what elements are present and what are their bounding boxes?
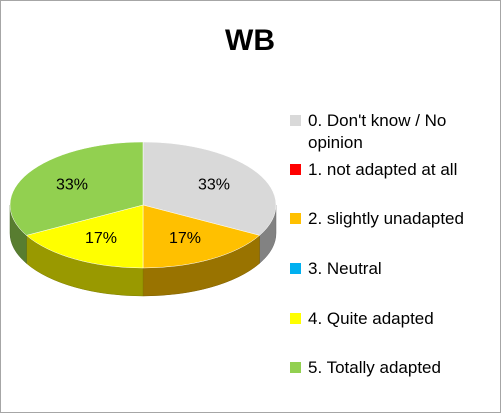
legend-swatch xyxy=(290,362,301,373)
data-label: 33% xyxy=(198,176,230,193)
pie-slice xyxy=(142,204,261,269)
legend-entry: 4. Quite adapted xyxy=(290,308,493,330)
legend-entry: 0. Don't know / No opinion xyxy=(290,110,493,154)
pie-slice xyxy=(142,141,277,236)
pie-slice xyxy=(25,204,144,269)
legend-swatch xyxy=(290,164,301,175)
chart-title: WB xyxy=(225,24,275,57)
legend-entry: 2. slightly unadapted xyxy=(290,208,493,230)
legend-label: 0. Don't know / No opinion xyxy=(308,111,447,152)
legend-label: 5. Totally adapted xyxy=(308,358,441,377)
legend-label: 3. Neutral xyxy=(308,259,382,278)
legend-label: 1. not adapted at all xyxy=(308,160,458,179)
legend-swatch xyxy=(290,313,301,324)
data-label: 17% xyxy=(85,230,117,247)
legend-swatch xyxy=(290,263,301,274)
data-label: 33% xyxy=(56,176,88,193)
legend-entry: 5. Totally adapted xyxy=(290,357,493,379)
legend-label: 4. Quite adapted xyxy=(308,309,434,328)
legend-entry: 3. Neutral xyxy=(290,258,493,280)
legend-swatch xyxy=(290,115,301,126)
pie-slice xyxy=(9,141,144,236)
legend-swatch xyxy=(290,213,301,224)
legend-entry: 1. not adapted at all xyxy=(290,159,493,181)
data-label: 17% xyxy=(169,230,201,247)
legend-label: 2. slightly unadapted xyxy=(308,209,464,228)
